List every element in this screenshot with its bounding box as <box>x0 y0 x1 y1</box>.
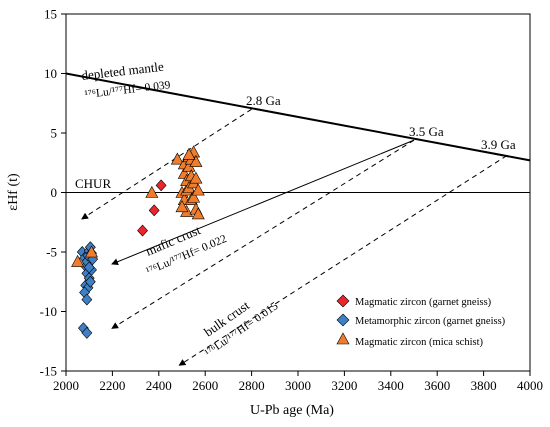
x-tick-label: 2000 <box>53 378 79 393</box>
data-point-series-2 <box>175 200 189 213</box>
data-point-series-1 <box>83 261 95 274</box>
chur-label: CHUR <box>75 176 111 191</box>
y-tick-label: 5 <box>51 126 58 141</box>
evolution-line-2.8-ga <box>81 108 252 220</box>
reference-lines <box>65 72 531 266</box>
legend-label-magmatic-gneiss: Magmatic zircon (garnet gneiss) <box>355 297 492 308</box>
x-tick-label: 3200 <box>331 378 357 393</box>
legend-marker-magmatic-gneiss <box>336 294 350 308</box>
data-point-series-2 <box>145 185 159 198</box>
y-tick-label: -15 <box>40 364 57 379</box>
data-point-series-2 <box>71 254 85 267</box>
y-tick-label: -5 <box>46 245 57 260</box>
legend: Magmatic zircon (garnet gneiss) Metamorp… <box>336 294 506 348</box>
y-tick-label: 10 <box>44 66 57 81</box>
evolution-line-3.9-ga <box>178 155 508 366</box>
x-tick-label: 3000 <box>285 378 311 393</box>
x-tick-label: 2600 <box>192 378 218 393</box>
y-tick-label: 15 <box>44 7 57 22</box>
data-point-series-2 <box>85 245 99 258</box>
y-axis-title: εHf (t) <box>6 173 21 211</box>
age-label-3.9: 3.9 Ga <box>481 137 516 152</box>
data-point-series-2 <box>191 183 205 196</box>
reference-line-depleted-mantle <box>65 72 531 162</box>
legend-label-magmatic-schist: Magmatic zircon (mica schist) <box>355 337 483 348</box>
evolution-lines <box>81 108 508 366</box>
data-point-series-2 <box>189 154 203 167</box>
x-tick-label: 2800 <box>239 378 265 393</box>
x-tick-label: 3400 <box>378 378 404 393</box>
y-tick-label: -10 <box>40 304 57 319</box>
data-point-series-2 <box>170 152 184 165</box>
age-label-2.8: 2.8 Ga <box>246 93 281 108</box>
depleted-mantle-ratio: ¹⁷⁶Lu/¹⁷⁷Hf= 0.039 <box>84 79 171 101</box>
data-point-series-1 <box>81 326 93 339</box>
data-point-series-2 <box>191 207 205 220</box>
data-point-series-0 <box>137 224 148 237</box>
x-tick-label: 3800 <box>471 378 497 393</box>
x-tick-label: 2200 <box>99 378 125 393</box>
legend-marker-metamorphic-gneiss <box>336 313 350 327</box>
y-tick-label: 0 <box>51 185 58 200</box>
data-point-series-2 <box>187 190 201 203</box>
data-point-series-1 <box>84 275 96 288</box>
data-points <box>71 145 205 339</box>
axis-ticks: 2000 2200 2400 2600 2800 3000 3200 3400 3600 3800… <box>40 7 543 394</box>
x-tick-label: 4000 <box>517 378 543 393</box>
data-point-series-0 <box>155 179 167 192</box>
data-point-series-0 <box>148 204 160 217</box>
x-axis-title: U-Pb age (Ma) <box>250 403 334 418</box>
reference-line-mafic-crust <box>111 139 415 266</box>
legend-marker-magmatic-schist <box>336 332 350 345</box>
age-label-3.5: 3.5 Ga <box>409 124 444 139</box>
data-point-series-2 <box>182 147 196 160</box>
depleted-mantle-label: depleted mantle <box>81 59 165 83</box>
data-point-series-1 <box>81 293 93 306</box>
legend-label-metamorphic-gneiss: Metamorphic zircon (garnet gneiss) <box>355 316 506 327</box>
data-point-series-2 <box>189 171 203 184</box>
x-tick-label: 3600 <box>424 378 450 393</box>
x-tick-label: 2400 <box>146 378 172 393</box>
